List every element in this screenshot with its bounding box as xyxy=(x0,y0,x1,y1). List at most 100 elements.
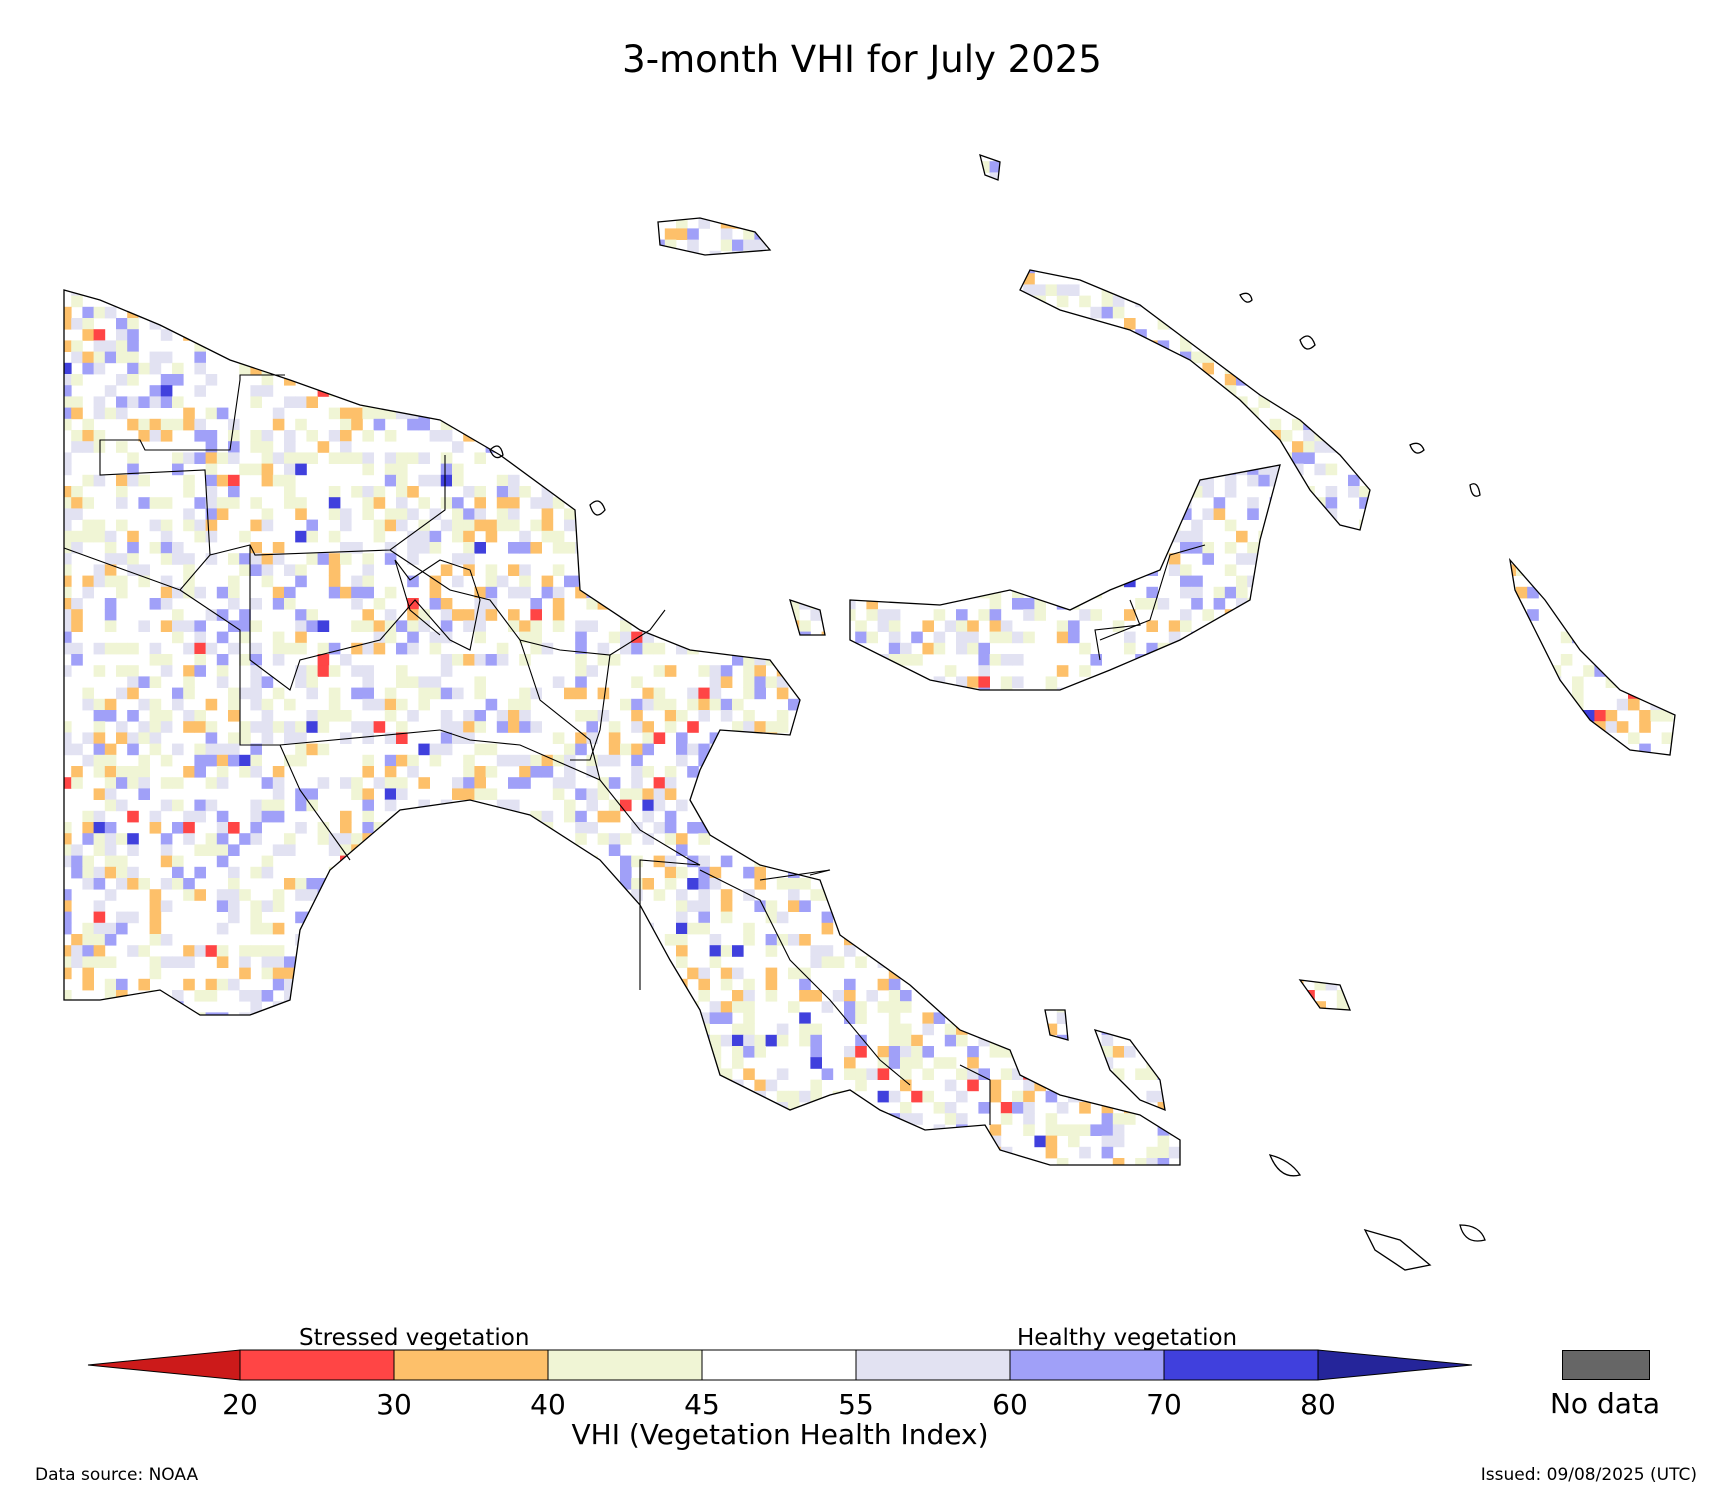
vhi-pixel xyxy=(933,284,946,296)
vhi-pixel xyxy=(452,318,464,330)
vhi-pixel xyxy=(463,542,475,554)
vhi-pixel xyxy=(866,654,878,666)
vhi-pixel xyxy=(1482,262,1494,274)
vhi-pixel xyxy=(1292,609,1304,621)
vhi-pixel xyxy=(71,542,83,554)
vhi-pixel xyxy=(810,418,822,431)
vhi-pixel xyxy=(418,351,430,364)
vhi-pixel xyxy=(1650,754,1662,767)
vhi-pixel xyxy=(743,430,755,442)
vhi-pixel xyxy=(1639,474,1651,487)
vhi-pixel xyxy=(978,721,990,733)
vhi-pixel xyxy=(855,698,867,711)
vhi-pixel xyxy=(754,329,766,341)
vhi-pixel xyxy=(1560,799,1573,812)
vhi-pixel xyxy=(1493,374,1506,386)
vhi-pixel xyxy=(743,284,755,296)
vhi-pixel xyxy=(418,900,430,912)
vhi-pixel xyxy=(1639,486,1651,498)
vhi-pixel xyxy=(407,553,419,565)
vhi-pixel xyxy=(776,239,789,252)
vhi-pixel xyxy=(664,810,677,823)
vhi-pixel xyxy=(608,575,621,588)
vhi-pixel xyxy=(709,945,722,957)
vhi-pixel xyxy=(1616,407,1629,420)
vhi-pixel xyxy=(1628,228,1640,240)
vhi-pixel xyxy=(1661,340,1674,352)
vhi-pixel xyxy=(978,766,990,778)
vhi-pixel xyxy=(743,687,755,700)
vhi-pixel xyxy=(116,777,128,789)
vhi-pixel xyxy=(1460,362,1472,375)
vhi-pixel xyxy=(631,407,643,420)
vhi-pixel xyxy=(1415,922,1427,935)
vhi-pixel xyxy=(933,934,946,946)
vhi-pixel xyxy=(1303,351,1315,364)
vhi-pixel xyxy=(149,306,162,319)
vhi-pixel xyxy=(1560,698,1573,711)
vhi-pixel xyxy=(698,822,710,834)
vhi-pixel xyxy=(1381,889,1394,901)
vhi-pixel xyxy=(1292,553,1304,565)
vhi-pixel xyxy=(149,810,162,823)
vhi-pixel xyxy=(552,788,565,800)
vhi-pixel xyxy=(1258,340,1270,352)
vhi-pixel xyxy=(1370,586,1382,599)
vhi-pixel xyxy=(1280,654,1293,666)
vhi-pixel xyxy=(1672,474,1675,487)
vhi-pixel xyxy=(855,934,867,946)
vhi-pixel xyxy=(978,777,990,789)
vhi-pixel xyxy=(1348,732,1360,744)
vhi-pixel xyxy=(407,620,419,632)
vhi-pixel xyxy=(205,698,218,711)
vhi-pixel xyxy=(754,878,766,890)
vhi-pixel xyxy=(821,676,834,688)
vhi-pixel xyxy=(351,855,363,868)
vhi-pixel xyxy=(810,508,822,520)
vhi-pixel xyxy=(844,922,856,935)
vhi-pixel xyxy=(216,273,229,285)
vhi-pixel xyxy=(530,161,542,173)
vhi-pixel xyxy=(508,866,520,879)
vhi-pixel xyxy=(1023,575,1035,588)
vhi-pixel xyxy=(1292,844,1304,856)
vhi-pixel xyxy=(709,508,722,520)
vhi-pixel xyxy=(1348,172,1360,184)
vhi-pixel xyxy=(1213,754,1226,767)
vhi-pixel xyxy=(93,878,106,890)
vhi-pixel xyxy=(620,486,632,498)
vhi-pixel xyxy=(1370,206,1382,218)
vhi-pixel xyxy=(1325,710,1338,722)
vhi-pixel xyxy=(1437,855,1450,868)
vhi-pixel xyxy=(1314,743,1326,756)
vhi-pixel xyxy=(508,497,520,509)
vhi-pixel xyxy=(1112,385,1125,397)
vhi-pixel xyxy=(418,866,430,879)
vhi-pixel xyxy=(1448,721,1461,733)
vhi-pixel xyxy=(93,362,106,375)
vhi-pixel xyxy=(328,206,341,218)
vhi-pixel xyxy=(1325,217,1338,229)
vhi-pixel xyxy=(1572,609,1584,621)
vhi-pixel xyxy=(642,553,654,565)
vhi-pixel xyxy=(1269,732,1282,744)
vhi-pixel xyxy=(1303,284,1315,296)
vhi-pixel xyxy=(1303,441,1315,453)
vhi-pixel xyxy=(1415,374,1427,386)
vhi-pixel xyxy=(104,822,117,834)
vhi-pixel xyxy=(631,508,643,520)
vhi-pixel xyxy=(1471,665,1483,677)
vhi-pixel xyxy=(1616,900,1629,912)
vhi-pixel xyxy=(799,194,811,207)
vhi-pixel xyxy=(1157,407,1170,420)
vhi-pixel xyxy=(832,329,845,341)
vhi-pixel xyxy=(418,194,430,207)
vhi-pixel xyxy=(1471,385,1483,397)
vhi-pixel xyxy=(82,687,94,700)
vhi-pixel xyxy=(239,833,251,845)
vhi-pixel xyxy=(620,586,632,599)
vhi-pixel xyxy=(1303,631,1315,644)
vhi-pixel xyxy=(575,172,587,184)
vhi-pixel xyxy=(1370,833,1382,845)
vhi-pixel xyxy=(1370,486,1382,498)
